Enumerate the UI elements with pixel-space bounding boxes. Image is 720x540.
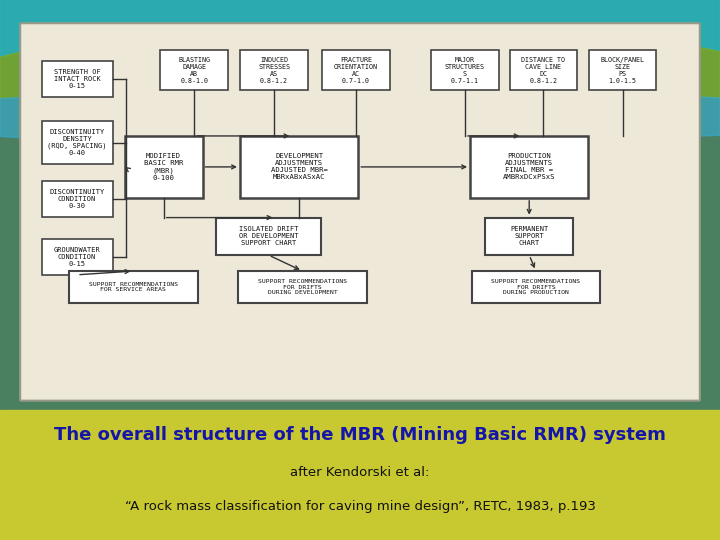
Bar <box>322 50 390 90</box>
Bar <box>69 271 197 303</box>
Bar <box>216 218 321 255</box>
Bar <box>589 50 657 90</box>
Bar <box>431 50 499 90</box>
Text: SUPPORT RECOMMENDATIONS
FOR DRIFTS
DURING PRODUCTION: SUPPORT RECOMMENDATIONS FOR DRIFTS DURIN… <box>492 279 580 295</box>
Bar <box>510 50 577 90</box>
Text: SUPPORT RECOMMENDATIONS
FOR SERVICE AREAS: SUPPORT RECOMMENDATIONS FOR SERVICE AREA… <box>89 282 178 293</box>
Bar <box>485 218 573 255</box>
Text: DISCONTINUITY
CONDITION
0-30: DISCONTINUITY CONDITION 0-30 <box>50 189 104 209</box>
FancyBboxPatch shape <box>20 23 700 401</box>
Text: DISTANCE TO
CAVE LINE
DC
0.8-1.2: DISTANCE TO CAVE LINE DC 0.8-1.2 <box>521 57 565 84</box>
Text: MAJOR
STRUCTURES
S
0.7-1.1: MAJOR STRUCTURES S 0.7-1.1 <box>445 57 485 84</box>
Text: FRACTURE
ORIENTATION
AC
0.7-1.0: FRACTURE ORIENTATION AC 0.7-1.0 <box>334 57 378 84</box>
Text: SUPPORT RECOMMENDATIONS
FOR DRIFTS
DURING DEVELOPMENT: SUPPORT RECOMMENDATIONS FOR DRIFTS DURIN… <box>258 279 347 295</box>
Text: DISCONTINUITY
DENSITY
(RQD, SPACING)
0-40: DISCONTINUITY DENSITY (RQD, SPACING) 0-4… <box>48 129 107 156</box>
Bar <box>42 181 112 217</box>
Text: BLASTING
DAMAGE
AB
0.8-1.0: BLASTING DAMAGE AB 0.8-1.0 <box>178 57 210 84</box>
Bar <box>42 61 112 97</box>
Text: after Kendorski et al:: after Kendorski et al: <box>290 466 430 479</box>
Bar <box>472 271 600 303</box>
Bar <box>42 121 112 164</box>
Text: INDUCED
STRESSES
AS
0.8-1.2: INDUCED STRESSES AS 0.8-1.2 <box>258 57 290 84</box>
Text: MODIFIED
BASIC RMR
(MBR)
0-100: MODIFIED BASIC RMR (MBR) 0-100 <box>144 153 184 181</box>
Bar <box>161 50 228 90</box>
Bar <box>240 50 308 90</box>
Bar <box>470 136 588 198</box>
Text: PRODUCTION
ADJUSTMENTS
FINAL MBR =
AMBRxDCxPSxS: PRODUCTION ADJUSTMENTS FINAL MBR = AMBRx… <box>503 153 555 180</box>
Bar <box>238 271 366 303</box>
Text: ISOLATED DRIFT
OR DEVELOPMENT
SUPPORT CHART: ISOLATED DRIFT OR DEVELOPMENT SUPPORT CH… <box>239 226 298 246</box>
Text: “A rock mass classification for caving mine design”, RETC, 1983, p.193: “A rock mass classification for caving m… <box>125 500 595 513</box>
Bar <box>0 410 720 540</box>
Bar <box>42 239 112 275</box>
Bar <box>125 136 202 198</box>
Text: GROUNDWATER
CONDITION
0-15: GROUNDWATER CONDITION 0-15 <box>54 247 101 267</box>
Text: The overall structure of the MBR (Mining Basic RMR) system: The overall structure of the MBR (Mining… <box>54 426 666 444</box>
Text: BLOCK/PANEL
SIZE
PS
1.0-1.5: BLOCK/PANEL SIZE PS 1.0-1.5 <box>600 57 644 84</box>
Text: STRENGTH OF
INTACT ROCK
0-15: STRENGTH OF INTACT ROCK 0-15 <box>54 69 101 89</box>
Text: PERMANENT
SUPPORT
CHART: PERMANENT SUPPORT CHART <box>510 226 549 246</box>
Bar <box>0 0 720 410</box>
Bar <box>240 136 359 198</box>
Text: DEVELOPMENT
ADJUSTMENTS
ADJUSTED MBR=
MBRxABxASxAC: DEVELOPMENT ADJUSTMENTS ADJUSTED MBR= MB… <box>271 153 328 180</box>
